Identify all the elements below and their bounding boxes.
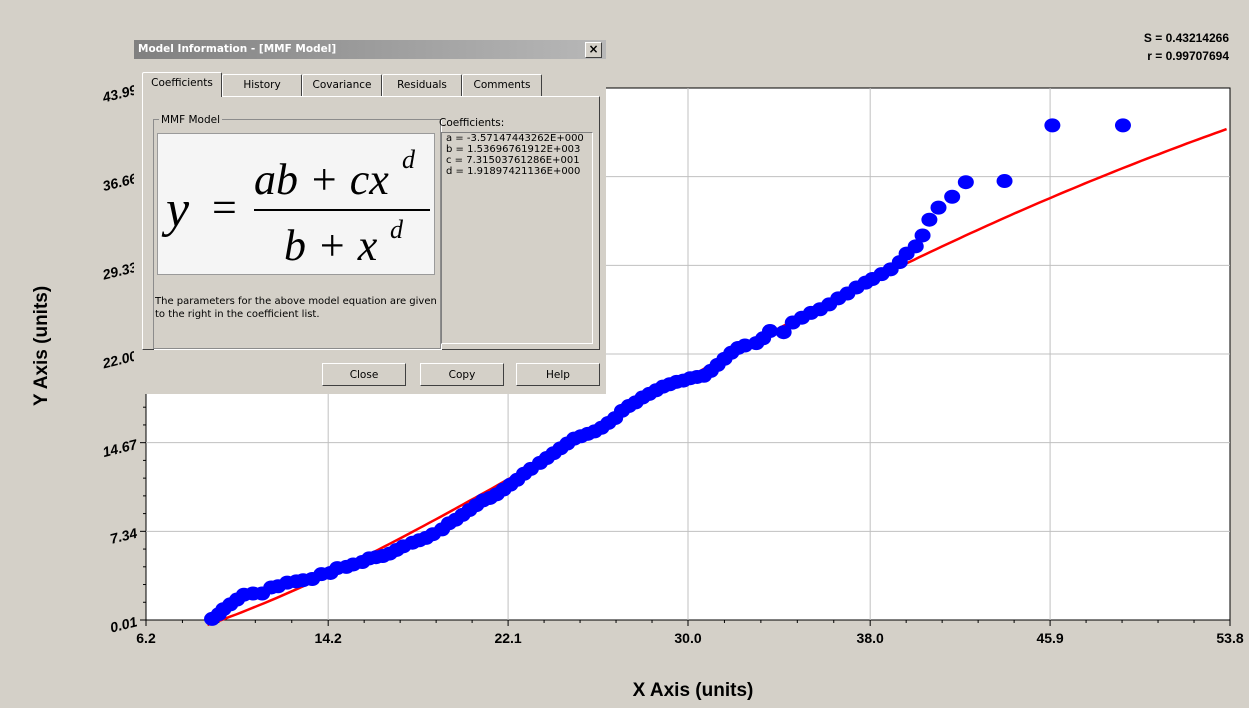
close-icon[interactable]: × bbox=[585, 42, 602, 58]
model-information-dialog: Model Information - [MMF Model] × Coeffi… bbox=[134, 40, 606, 394]
tab-residuals[interactable]: Residuals bbox=[382, 74, 462, 96]
x-tick-label: 53.8 bbox=[1216, 630, 1243, 646]
data-point bbox=[957, 175, 974, 190]
coefficients-panel: MMF Model y = ab + cx d b + x d The para… bbox=[142, 96, 600, 350]
tab-strip: Coefficients History Covariance Residual… bbox=[142, 72, 602, 97]
data-points bbox=[204, 118, 1131, 626]
data-point bbox=[914, 228, 931, 243]
fit-statistics: S = 0.43214266 r = 0.99707694 bbox=[1144, 29, 1229, 65]
data-point bbox=[921, 212, 938, 227]
formula-denominator: b + x bbox=[284, 221, 378, 270]
coefficient-row[interactable]: c = 7.31503761286E+001 bbox=[446, 155, 580, 166]
y-axis-label: Y Axis (units) bbox=[31, 286, 52, 406]
coefficient-row[interactable]: d = 1.91897421136E+000 bbox=[446, 166, 581, 177]
dialog-titlebar[interactable]: Model Information - [MMF Model] × bbox=[134, 40, 606, 59]
copy-button[interactable]: Copy bbox=[420, 363, 504, 386]
data-point bbox=[775, 325, 792, 340]
formula-numerator-exponent: d bbox=[402, 145, 416, 174]
formula-denominator-exponent: d bbox=[390, 215, 404, 244]
y-tick-label: 14.67 bbox=[101, 436, 140, 460]
tab-covariance[interactable]: Covariance bbox=[302, 74, 382, 96]
coefficients-label: Coefficients: bbox=[439, 117, 505, 129]
model-formula: y = ab + cx d b + x d bbox=[157, 133, 435, 275]
y-tick-label: 0.01 bbox=[108, 613, 139, 635]
data-point bbox=[930, 200, 947, 215]
formula-equals: = bbox=[212, 183, 237, 232]
r-statistic: r = 0.99707694 bbox=[1147, 49, 1229, 63]
tab-comments[interactable]: Comments bbox=[462, 74, 542, 96]
model-group-title: MMF Model bbox=[159, 114, 223, 126]
formula-lhs: y bbox=[161, 181, 190, 238]
y-tick-label: 7.34 bbox=[108, 525, 139, 547]
coefficient-row[interactable]: a = -3.57147443262E+000 bbox=[446, 133, 584, 144]
help-button[interactable]: Help bbox=[516, 363, 600, 386]
x-tick-label: 14.2 bbox=[315, 630, 342, 646]
s-statistic: S = 0.43214266 bbox=[1143, 31, 1229, 45]
data-point bbox=[1114, 118, 1131, 133]
model-group-box bbox=[153, 119, 441, 349]
formula-numerator: ab + cx bbox=[254, 155, 389, 204]
model-description: The parameters for the above model equat… bbox=[155, 296, 437, 320]
data-point bbox=[761, 324, 778, 339]
x-tick-label: 6.2 bbox=[136, 630, 156, 646]
x-tick-label: 22.1 bbox=[494, 630, 521, 646]
dialog-title: Model Information - [MMF Model] bbox=[138, 43, 337, 55]
data-point bbox=[907, 239, 924, 254]
x-tick-label: 38.0 bbox=[857, 630, 884, 646]
data-point bbox=[1044, 118, 1061, 133]
tab-coefficients[interactable]: Coefficients bbox=[142, 72, 222, 97]
close-button[interactable]: Close bbox=[322, 363, 406, 386]
x-tick-label: 30.0 bbox=[674, 630, 701, 646]
tab-history[interactable]: History bbox=[222, 74, 302, 96]
data-point bbox=[996, 174, 1013, 189]
data-point bbox=[944, 189, 961, 204]
x-axis-label: X Axis (units) bbox=[633, 680, 754, 701]
tick-labels: 6.2 14.2 22.1 30.0 38.0 45.9 53.8 0.01 7.34 14.67… bbox=[100, 81, 1244, 646]
coefficient-row[interactable]: b = 1.53696761912E+003 bbox=[446, 144, 581, 155]
x-tick-label: 45.9 bbox=[1036, 630, 1063, 646]
coefficients-list[interactable]: a = -3.57147443262E+000 b = 1.5369676191… bbox=[441, 132, 593, 344]
